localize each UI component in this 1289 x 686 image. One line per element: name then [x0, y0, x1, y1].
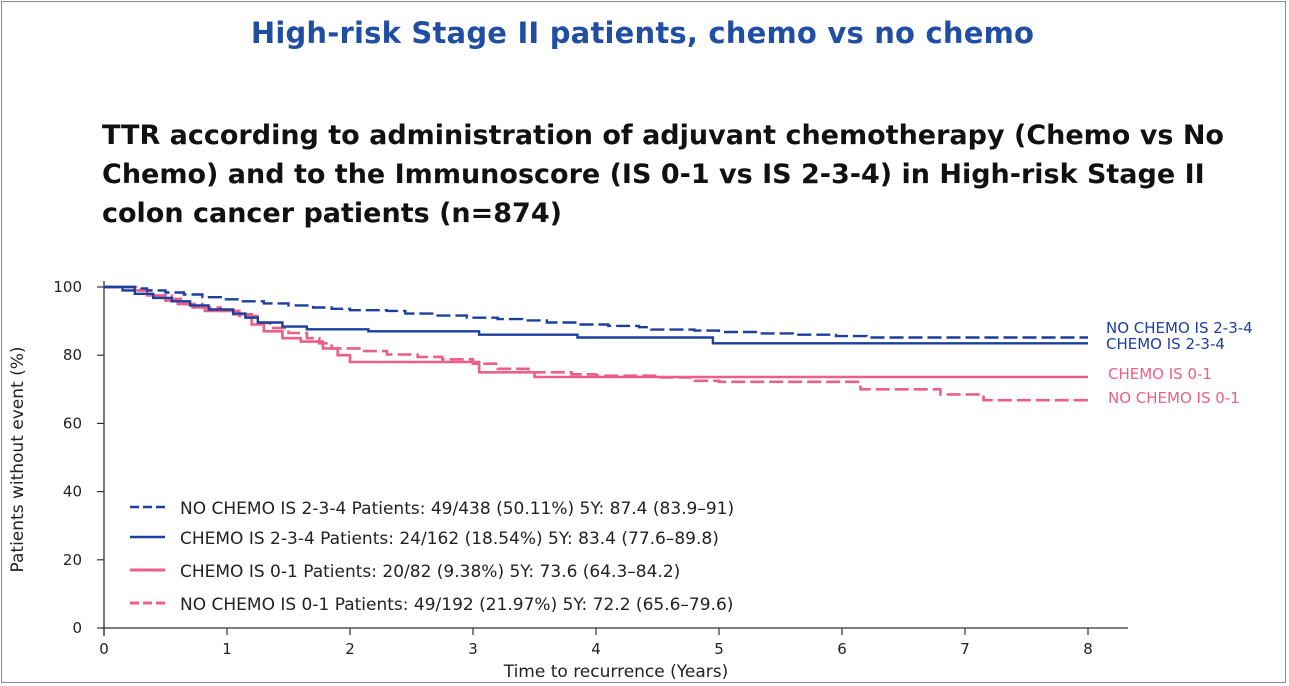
y-tick-label: 100	[53, 278, 82, 296]
y-axis-label: Patients without event (%)	[8, 346, 28, 572]
legend-entry: NO CHEMO IS 2-3-4 Patients: 49/438 (50.1…	[180, 499, 734, 519]
x-tick-label: 7	[960, 640, 970, 658]
curve-chemo-is-2-3-4	[104, 285, 1088, 345]
main-title: High-risk Stage II patients, chemo vs no…	[250, 16, 1035, 50]
x-tick-label: 4	[591, 640, 601, 658]
y-tick-label: 80	[63, 346, 82, 364]
x-tick-label: 6	[837, 640, 847, 658]
legend-entry: CHEMO IS 0-1 Patients: 20/82 (9.38%) 5Y:…	[180, 562, 680, 582]
end-label-chemo-is-2-3-4: CHEMO IS 2-3-4	[1106, 335, 1225, 353]
x-tick-label: 8	[1083, 640, 1093, 658]
end-label-no-chemo-is-2-3-4: NO CHEMO IS 2-3-4	[1106, 319, 1253, 337]
x-tick-label: 2	[345, 640, 355, 658]
y-tick-label: 0	[72, 619, 82, 637]
curve-no-chemo-is-2-3-4	[104, 285, 1088, 339]
legend-entry: NO CHEMO IS 0-1 Patients: 49/192 (21.97%…	[180, 595, 733, 615]
y-tick-label: 60	[63, 414, 82, 432]
survival-curves	[104, 285, 1088, 402]
curve-chemo-is-0-1	[104, 285, 1088, 379]
end-label-chemo-is-0-1: CHEMO IS 0-1	[1108, 365, 1212, 383]
legend-entry: CHEMO IS 2-3-4 Patients: 24/162 (18.54%)…	[180, 529, 719, 549]
y-tick-label: 20	[63, 551, 82, 569]
x-tick-label: 3	[468, 640, 478, 658]
x-axis-label: Time to recurrence (Years)	[503, 662, 729, 682]
legend: NO CHEMO IS 2-3-4 Patients: 49/438 (50.1…	[130, 499, 734, 615]
y-tick-label: 40	[63, 483, 82, 501]
chart-subtitle: TTR according to administration of adjuv…	[102, 120, 1224, 229]
end-label-no-chemo-is-0-1: NO CHEMO IS 0-1	[1108, 389, 1240, 407]
x-tick-label: 5	[714, 640, 724, 658]
x-tick-label: 1	[222, 640, 232, 658]
x-tick-label: 0	[99, 640, 109, 658]
